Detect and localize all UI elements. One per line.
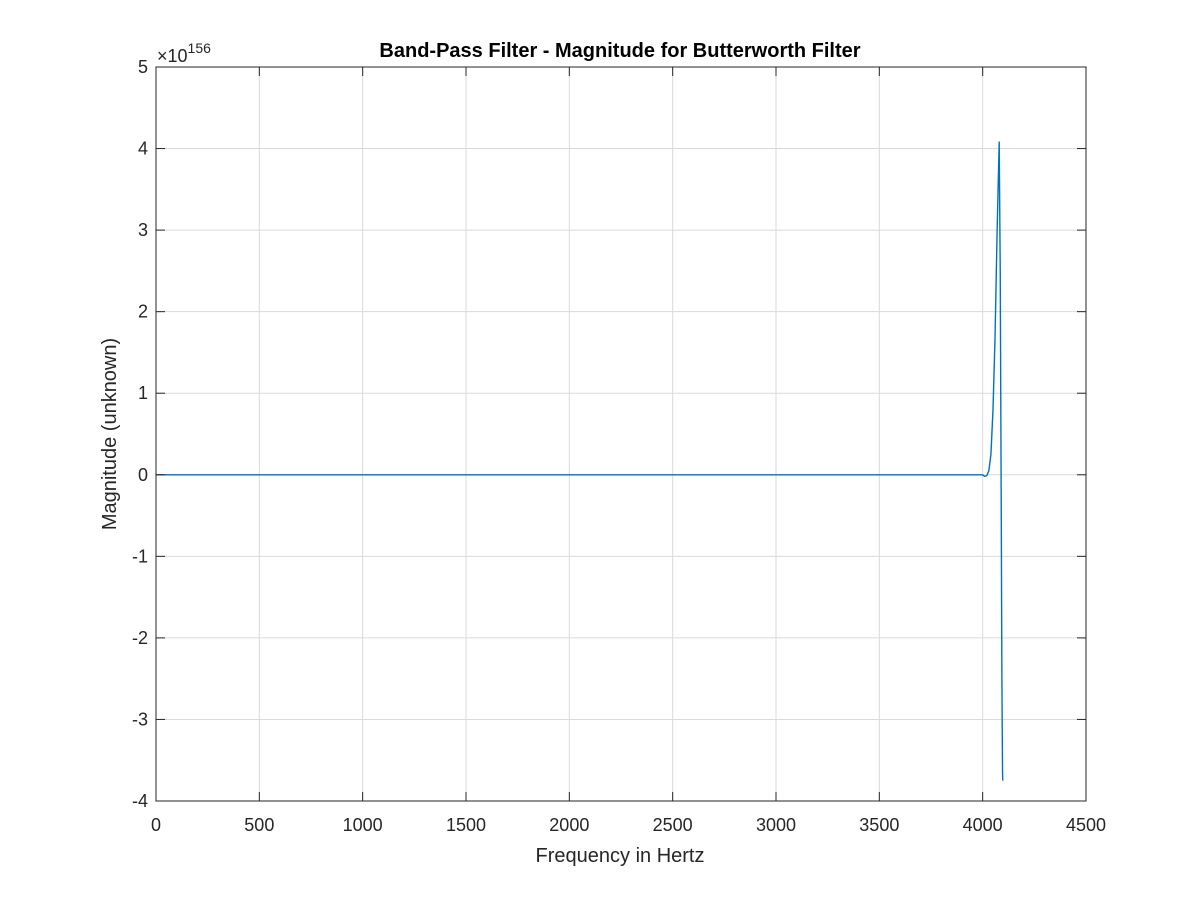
- x-tick-label: 1500: [446, 815, 486, 835]
- plot-box: [155, 66, 1087, 802]
- y-tick-label: 5: [138, 57, 148, 77]
- x-tick-label: 0: [151, 815, 161, 835]
- y-axis-exponent-base: ×10: [157, 46, 188, 66]
- y-tick-label: 4: [138, 139, 148, 159]
- y-tick-label: -3: [132, 709, 148, 729]
- series-layer: [156, 141, 1004, 781]
- x-tick-label: 500: [244, 815, 274, 835]
- x-tick-label: 1000: [343, 815, 383, 835]
- x-tick-label: 4500: [1066, 815, 1106, 835]
- tick-marks: [155, 66, 1087, 802]
- y-tick-labels: -4 -3 -2 -1 0 1 2 3 4 5: [132, 57, 148, 811]
- x-tick-label: 4000: [963, 815, 1003, 835]
- grid-lines: [156, 67, 1086, 801]
- y-tick-label: 1: [138, 383, 148, 403]
- x-tick-label: 2000: [549, 815, 589, 835]
- x-tick-label: 3500: [859, 815, 899, 835]
- series-line: [156, 141, 1004, 781]
- y-tick-label: -2: [132, 628, 148, 648]
- chart-title: Band-Pass Filter - Magnitude for Butterw…: [379, 40, 860, 62]
- x-axis-label: Frequency in Hertz: [536, 845, 705, 867]
- x-tick-label: 3000: [756, 815, 796, 835]
- x-tick-labels: 0 500 1000 1500 2000 2500 3000 3500 4000 4500: [151, 815, 1106, 835]
- x-tick-label: 2500: [653, 815, 693, 835]
- y-tick-label: 0: [138, 465, 148, 485]
- y-axis-exponent-power: 156: [188, 40, 212, 56]
- y-tick-label: 3: [138, 220, 148, 240]
- y-tick-label: -4: [132, 791, 148, 811]
- y-axis-exponent: ×10156: [157, 40, 211, 66]
- y-axis-label: Magnitude (unknown): [99, 338, 121, 530]
- y-tick-label: -1: [132, 546, 148, 566]
- y-tick-label: 2: [138, 302, 148, 322]
